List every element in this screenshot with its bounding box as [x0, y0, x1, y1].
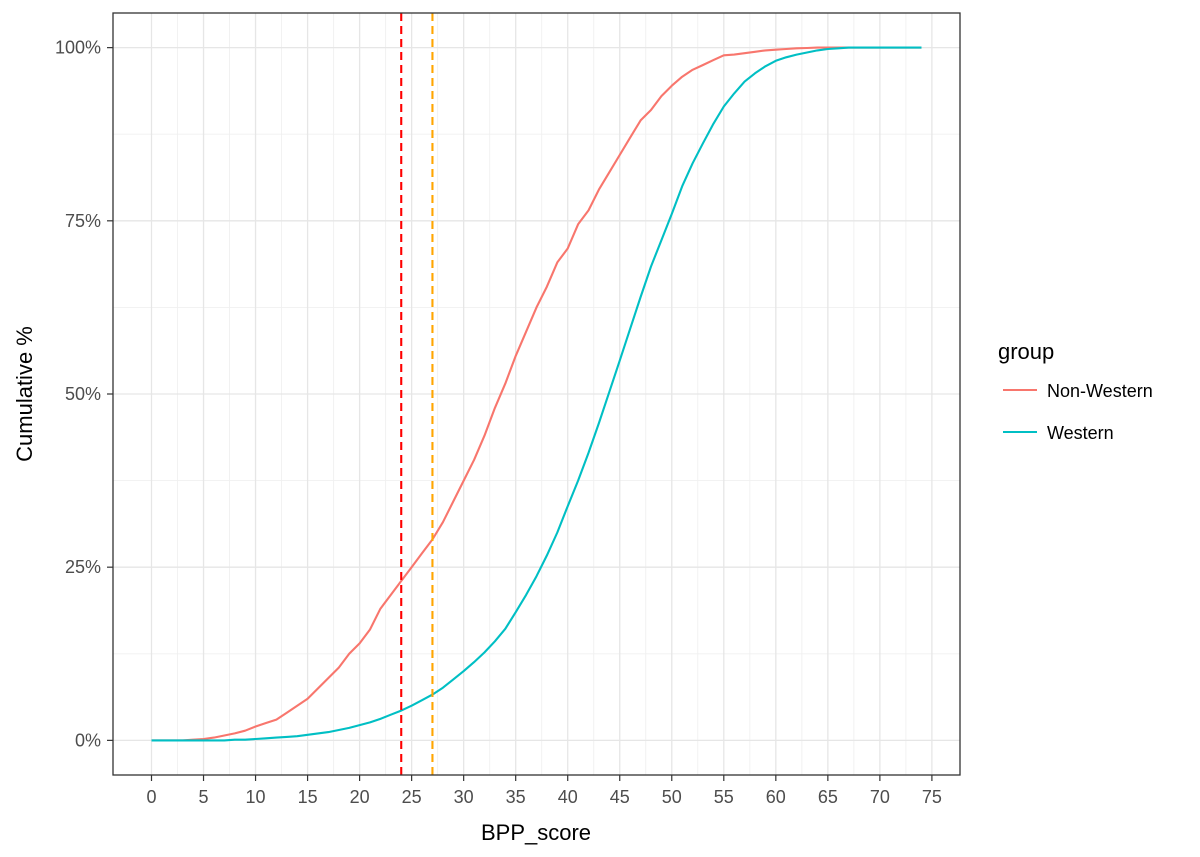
- x-tick-label: 30: [454, 787, 474, 807]
- x-tick-label: 55: [714, 787, 734, 807]
- legend-title: group: [998, 339, 1054, 364]
- x-tick-label: 25: [402, 787, 422, 807]
- x-tick-label: 40: [558, 787, 578, 807]
- x-tick-label: 60: [766, 787, 786, 807]
- y-tick-label: 0%: [75, 730, 101, 750]
- y-tick-label: 75%: [65, 211, 101, 231]
- y-axis: 0% 25% 50% 75% 100%: [55, 38, 113, 750]
- legend-label-non-western: Non-Western: [1047, 381, 1153, 401]
- y-tick-label: 25%: [65, 557, 101, 577]
- y-axis-title: Cumulative %: [12, 326, 37, 462]
- x-axis-title: BPP_score: [481, 820, 591, 845]
- x-tick-label: 5: [199, 787, 209, 807]
- x-tick-label: 65: [818, 787, 838, 807]
- x-tick-label: 10: [246, 787, 266, 807]
- legend: group Non-Western Western: [998, 339, 1153, 443]
- x-axis: 0 5 10 15 20 25 30 35 40 45 50 55 60 65 70 75: [146, 775, 942, 807]
- x-tick-label: 45: [610, 787, 630, 807]
- x-tick-label: 15: [298, 787, 318, 807]
- series-line-non-western: [151, 46, 922, 742]
- major-gridlines: [113, 13, 960, 775]
- x-tick-label: 70: [870, 787, 890, 807]
- series-layer: [151, 46, 922, 742]
- y-tick-label: 50%: [65, 384, 101, 404]
- x-tick-label: 20: [350, 787, 370, 807]
- series-line-western: [151, 46, 922, 742]
- x-tick-label: 75: [922, 787, 942, 807]
- x-tick-label: 35: [506, 787, 526, 807]
- y-tick-label: 100%: [55, 38, 101, 58]
- x-tick-label: 0: [146, 787, 156, 807]
- reference-lines: [400, 13, 434, 775]
- legend-label-western: Western: [1047, 423, 1114, 443]
- x-tick-label: 50: [662, 787, 682, 807]
